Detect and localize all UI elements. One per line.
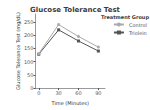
svg-text:200: 200 — [24, 32, 34, 38]
svg-text:90: 90 — [95, 90, 101, 96]
svg-text:60: 60 — [75, 90, 81, 96]
svg-text:Time (Minutes): Time (Minutes) — [51, 100, 89, 106]
svg-text:Triolein: Triolein — [128, 30, 147, 36]
svg-text:30: 30 — [55, 90, 61, 96]
svg-text:0: 0 — [30, 85, 33, 91]
svg-text:50: 50 — [27, 72, 33, 78]
svg-text:100: 100 — [24, 59, 34, 65]
svg-text:250: 250 — [24, 19, 34, 25]
svg-text:Treatment Group: Treatment Group — [101, 14, 149, 21]
svg-text:0: 0 — [37, 90, 40, 96]
svg-text:Glucose Tolerance Test (mg/dL): Glucose Tolerance Test (mg/dL) — [15, 12, 22, 90]
svg-text:Control: Control — [129, 22, 147, 28]
svg-text:150: 150 — [24, 45, 34, 51]
svg-text:Glucose Tolerance Test: Glucose Tolerance Test — [30, 6, 120, 14]
